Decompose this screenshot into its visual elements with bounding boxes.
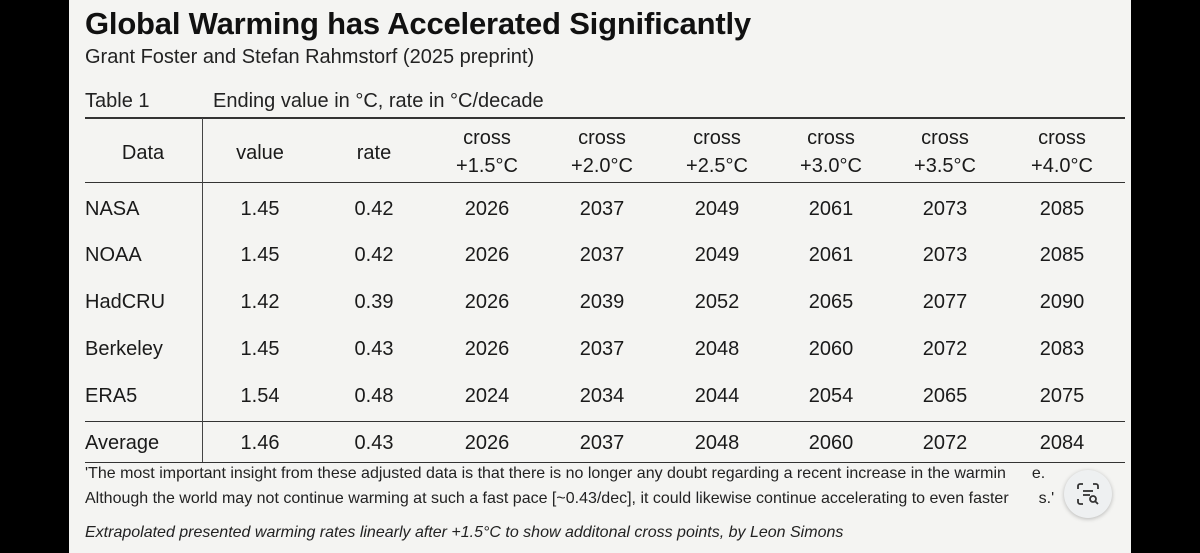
row-cross: 2085 xyxy=(1039,244,1085,266)
row-cross: 2061 xyxy=(808,198,854,220)
row-name: Berkeley xyxy=(85,338,163,360)
row-rate: 0.42 xyxy=(354,244,394,266)
average-cross: 2026 xyxy=(464,432,510,454)
table-label: Table 1 xyxy=(85,90,150,112)
row-cross: 2077 xyxy=(922,291,968,313)
row-rate: 0.39 xyxy=(354,291,394,313)
footnote: Extrapolated presented warming rates lin… xyxy=(85,524,844,541)
header-cross-4: cross +3.0°C xyxy=(800,127,862,177)
row-cross: 2075 xyxy=(1039,385,1085,407)
row-cross: 2065 xyxy=(808,291,854,313)
row-cross: 2026 xyxy=(464,291,510,313)
row-rate: 0.43 xyxy=(354,338,394,360)
average-rate: 0.43 xyxy=(354,432,394,454)
average-cross: 2037 xyxy=(579,432,625,454)
average-rule xyxy=(85,421,1125,422)
average-cross: 2084 xyxy=(1039,432,1085,454)
row-value: 1.45 xyxy=(240,198,280,220)
header-cross-5: cross +3.5°C xyxy=(914,127,976,177)
table-bottom-rule xyxy=(85,462,1125,463)
table-caption: Ending value in °C, rate in °C/decade xyxy=(213,90,544,112)
row-cross: 2026 xyxy=(464,198,510,220)
column-divider xyxy=(202,118,203,462)
row-cross: 2039 xyxy=(579,291,625,313)
row-cross: 2060 xyxy=(808,338,854,360)
average-cross: 2060 xyxy=(808,432,854,454)
header-cross-6: cross +4.0°C xyxy=(1031,127,1093,177)
row-value: 1.45 xyxy=(240,338,280,360)
row-cross: 2052 xyxy=(694,291,740,313)
row-cross: 2090 xyxy=(1039,291,1085,313)
row-cross: 2024 xyxy=(464,385,510,407)
row-cross: 2073 xyxy=(922,198,968,220)
header-cross-3: cross +2.5°C xyxy=(686,127,748,177)
quote-line-2: Although the world may not continue warm… xyxy=(85,490,1055,507)
row-cross: 2034 xyxy=(579,385,625,407)
average-value: 1.46 xyxy=(240,432,280,454)
lens-search-icon xyxy=(1077,483,1099,505)
row-rate: 0.48 xyxy=(354,385,394,407)
average-cross: 2072 xyxy=(922,432,968,454)
row-cross: 2026 xyxy=(464,338,510,360)
row-name: NASA xyxy=(85,198,140,220)
average-name: Average xyxy=(85,432,160,454)
header-cross-2: cross +2.0°C xyxy=(571,127,633,177)
row-cross: 2072 xyxy=(922,338,968,360)
row-cross: 2026 xyxy=(464,244,510,266)
row-cross: 2085 xyxy=(1039,198,1085,220)
page-subtitle: Grant Foster and Stefan Rahmstorf (2025 … xyxy=(85,46,535,68)
row-cross: 2049 xyxy=(694,198,740,220)
row-cross: 2061 xyxy=(808,244,854,266)
average-cross: 2048 xyxy=(694,432,740,454)
header-cross-1: cross +1.5°C xyxy=(456,127,518,177)
header-rate: rate xyxy=(356,142,392,164)
document-page: Global Warming has Accelerated Significa… xyxy=(69,0,1131,553)
row-cross: 2037 xyxy=(579,198,625,220)
header-rule xyxy=(85,182,1125,183)
row-name: ERA5 xyxy=(85,385,138,407)
row-cross: 2048 xyxy=(694,338,740,360)
row-cross: 2073 xyxy=(922,244,968,266)
row-cross: 2037 xyxy=(579,338,625,360)
row-cross: 2049 xyxy=(694,244,740,266)
row-cross: 2083 xyxy=(1039,338,1085,360)
row-rate: 0.42 xyxy=(354,198,394,220)
row-value: 1.42 xyxy=(240,291,280,313)
row-value: 1.45 xyxy=(240,244,280,266)
row-cross: 2044 xyxy=(694,385,740,407)
quote-line-1: 'The most important insight from these a… xyxy=(85,465,1046,482)
row-cross: 2065 xyxy=(922,385,968,407)
row-name: NOAA xyxy=(85,244,142,266)
row-cross: 2037 xyxy=(579,244,625,266)
header-value: value xyxy=(236,142,284,164)
row-value: 1.54 xyxy=(240,385,280,407)
table-top-rule xyxy=(85,117,1125,119)
page-title: Global Warming has Accelerated Significa… xyxy=(85,6,751,41)
header-data: Data xyxy=(121,142,165,164)
lens-search-button[interactable] xyxy=(1064,470,1112,518)
row-cross: 2054 xyxy=(808,385,854,407)
row-name: HadCRU xyxy=(85,291,166,313)
